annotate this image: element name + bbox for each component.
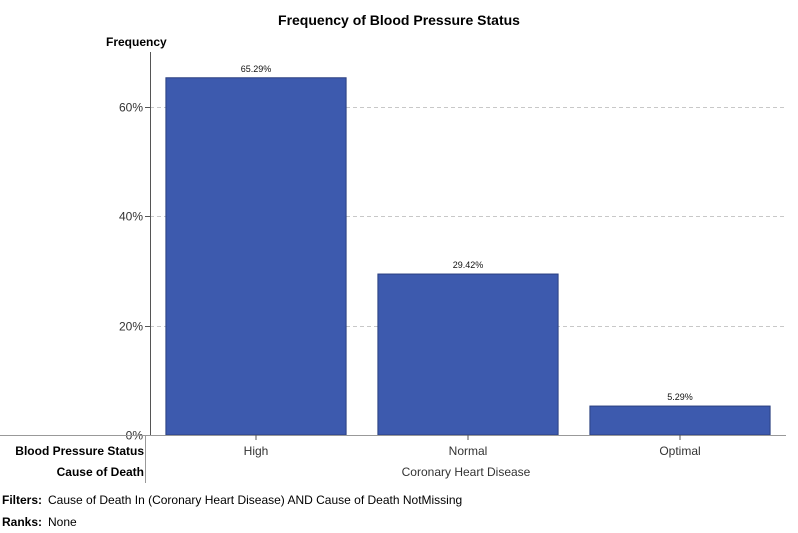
y-tick-label: 40% bbox=[119, 210, 143, 224]
category-label: Normal bbox=[449, 444, 488, 458]
y-tick-label: 60% bbox=[119, 101, 143, 115]
data-label: 65.29% bbox=[241, 64, 272, 74]
data-label: 29.42% bbox=[453, 260, 484, 270]
bar-normal bbox=[377, 273, 559, 436]
data-label: 5.29% bbox=[667, 392, 693, 402]
category-label: Optimal bbox=[659, 444, 700, 458]
ranks-line: Ranks: None bbox=[2, 515, 77, 529]
category-label: High bbox=[244, 444, 269, 458]
filters-value: Cause of Death In (Coronary Heart Diseas… bbox=[48, 493, 463, 507]
ranks-value: None bbox=[48, 515, 77, 529]
y-axis-ticks: 0%20%40%60% bbox=[119, 101, 150, 443]
bar-high bbox=[165, 77, 347, 436]
x-axis-label: Blood Pressure Status bbox=[15, 444, 144, 458]
filters-line: Filters: Cause of Death In (Coronary Hear… bbox=[2, 493, 462, 507]
bar-optimal bbox=[589, 405, 771, 436]
data-labels: 65.29% 29.42% 5.29% bbox=[241, 64, 693, 402]
ranks-label: Ranks: bbox=[2, 515, 43, 529]
chart-title: Frequency of Blood Pressure Status bbox=[278, 12, 520, 28]
bars bbox=[165, 77, 771, 436]
category-labels: High Normal Optimal bbox=[244, 435, 701, 458]
y-axis-label: Frequency bbox=[106, 35, 167, 49]
group-row-value: Coronary Heart Disease bbox=[402, 465, 531, 479]
filters-label: Filters: bbox=[2, 493, 43, 507]
y-tick-label: 20% bbox=[119, 320, 143, 334]
bar-chart: Frequency of Blood Pressure Status Frequ… bbox=[0, 12, 786, 483]
group-row-label: Cause of Death bbox=[57, 465, 144, 479]
